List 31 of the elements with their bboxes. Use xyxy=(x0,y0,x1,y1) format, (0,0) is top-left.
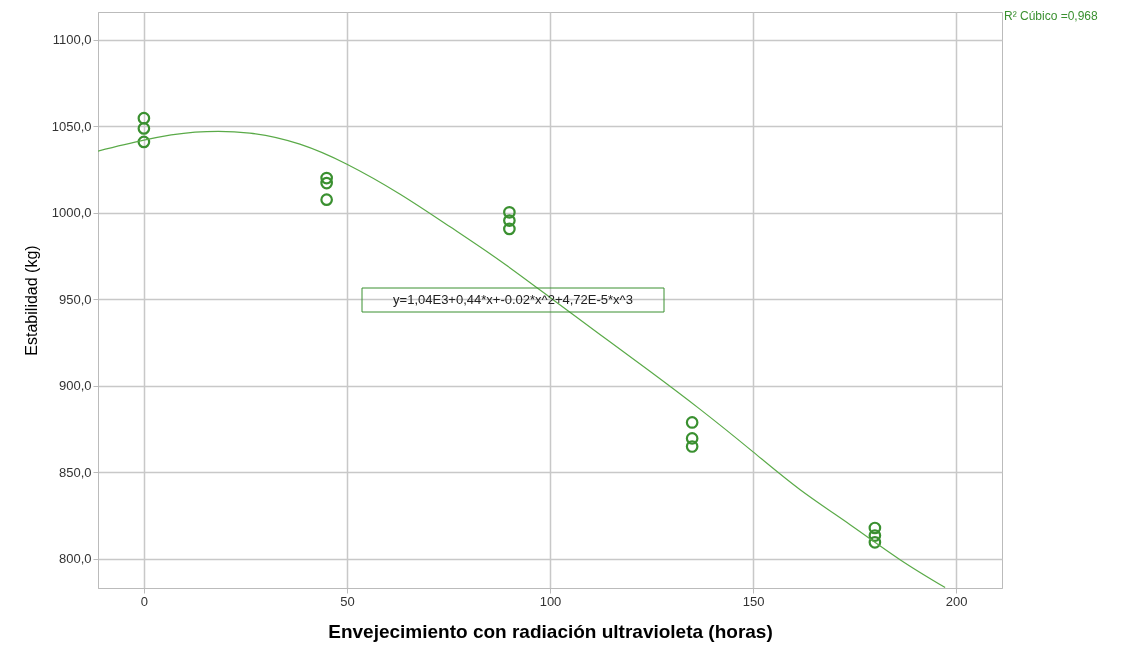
point xyxy=(137,111,151,125)
y-tick-label: 950,0 xyxy=(58,291,92,307)
x-tick-label: 0 xyxy=(140,593,149,609)
y-tick-label: 850,0 xyxy=(58,464,92,480)
x-axis-title: Envejecimiento con radiación ultravioleta (horas) xyxy=(328,620,773,642)
point xyxy=(868,536,882,549)
x-tick-label: 150 xyxy=(742,593,765,609)
text: R² Cúbico =0,968 xyxy=(1004,9,1099,23)
point xyxy=(503,214,516,227)
y-tick-label: 1100,0 xyxy=(52,32,92,48)
y-tick-label: 900,0 xyxy=(58,378,92,394)
point xyxy=(503,205,516,219)
x-tick-label: 100 xyxy=(539,593,562,609)
y-axis-title: Estabilidad (kg) xyxy=(22,245,40,356)
point xyxy=(320,171,333,185)
y-tick-label: 1000,0 xyxy=(51,205,92,221)
x-tick-label: 200 xyxy=(945,593,968,609)
y-tick-label: 1050,0 xyxy=(51,118,92,134)
point xyxy=(503,222,516,236)
point xyxy=(685,440,699,453)
point xyxy=(137,122,151,135)
point xyxy=(868,521,882,535)
point xyxy=(685,416,699,429)
point xyxy=(685,432,699,445)
point xyxy=(137,135,151,149)
point xyxy=(320,193,333,207)
y-tick-label: 800,0 xyxy=(58,551,92,567)
point xyxy=(320,176,333,190)
point xyxy=(868,529,882,542)
x-tick-label: 50 xyxy=(340,593,355,609)
line-series xyxy=(98,130,946,588)
